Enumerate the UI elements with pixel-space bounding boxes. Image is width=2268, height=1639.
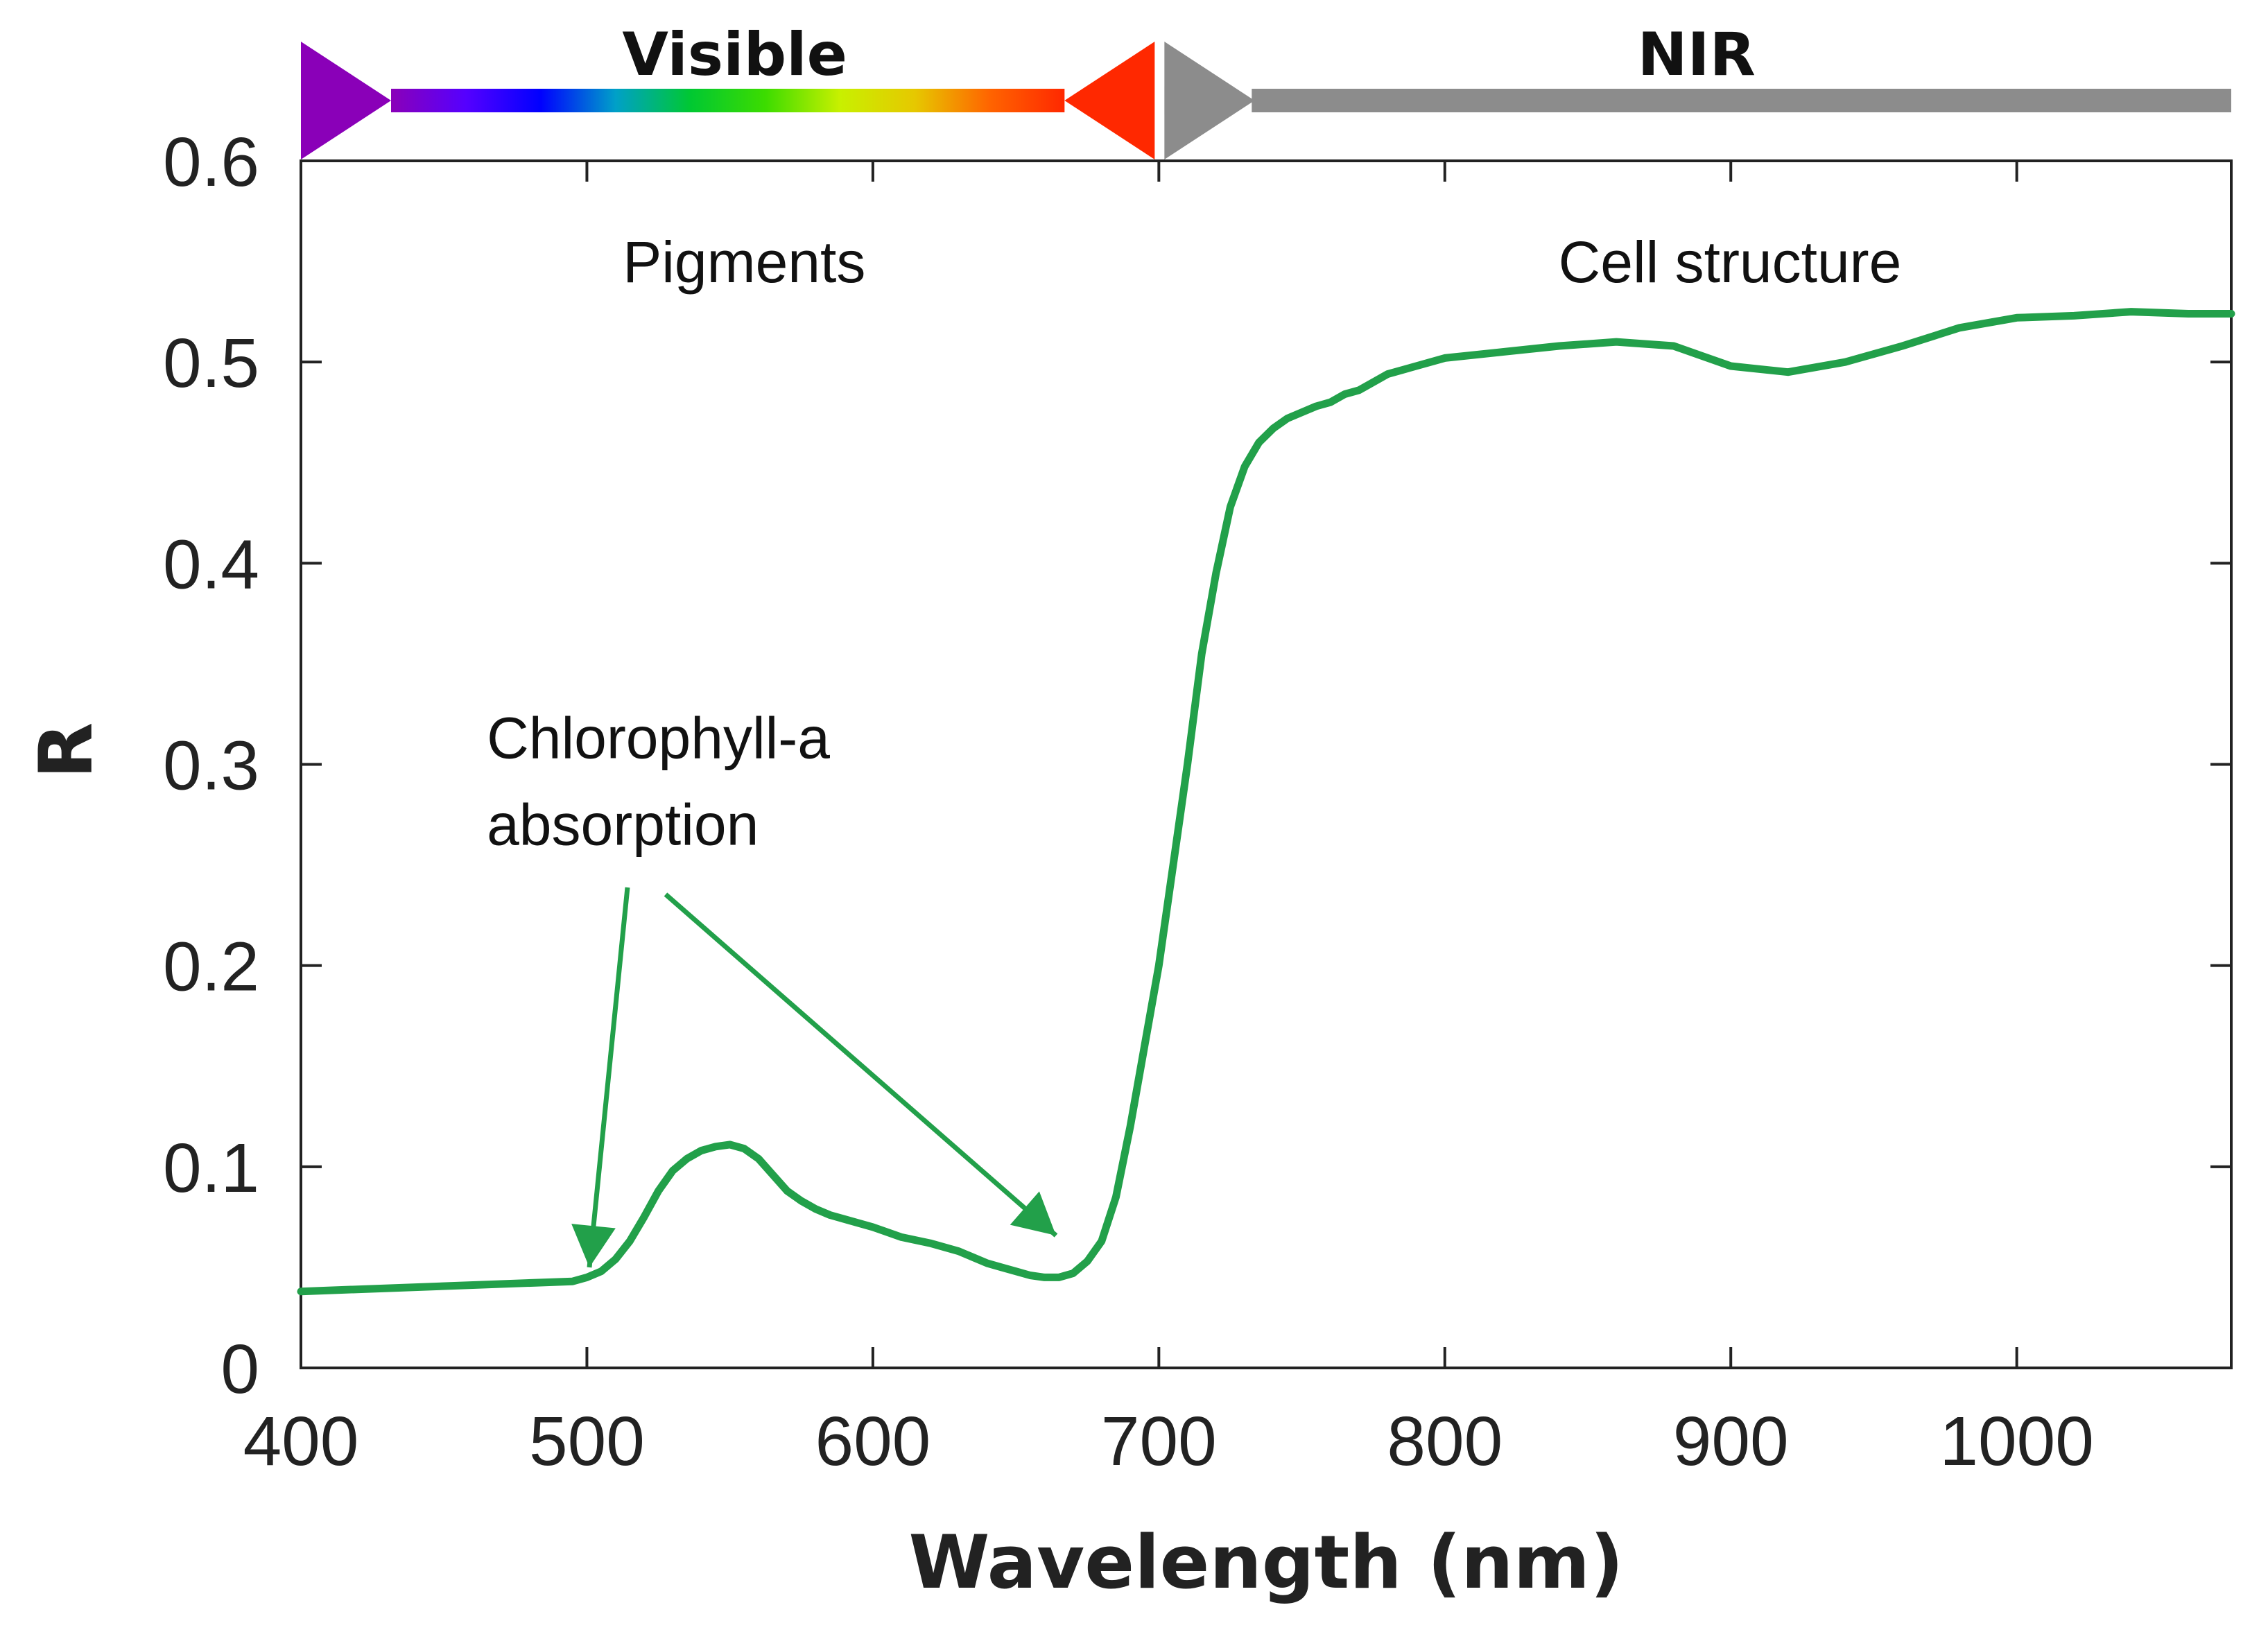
annotation-arrowhead [1010, 1191, 1056, 1235]
y-axis-title: R [24, 722, 109, 779]
x-tick-label: 600 [815, 1403, 930, 1480]
y-tick-label: 0.4 [163, 526, 259, 603]
reflectance-series-line [297, 308, 2235, 1296]
visible-end-arrowhead [1064, 42, 1155, 159]
x-tick-label: 700 [1101, 1403, 1217, 1480]
x-tick-label: 800 [1387, 1403, 1503, 1480]
annotation-arrows [571, 887, 1058, 1268]
annotations: Pigments Cell structure Chlorophyll-a ab… [487, 229, 1902, 1268]
annotation-cell-structure: Cell structure [1559, 229, 1902, 295]
y-tick-label: 0.1 [163, 1129, 259, 1207]
y-tick-label: 0.3 [163, 727, 259, 805]
x-axis-title: Wavelength (nm) [908, 1520, 1623, 1605]
annotation-chlorophyll-line-1: Chlorophyll-a [487, 705, 830, 770]
x-tick-label: 500 [529, 1403, 645, 1480]
x-axis: 400 500 600 700 800 900 1000 [243, 161, 2094, 1480]
y-tick-label: 0.6 [163, 123, 259, 201]
annotation-arrowhead [571, 1224, 616, 1267]
x-tick-label: 400 [243, 1403, 359, 1480]
band-visible [301, 42, 1155, 159]
annotation-arrow-line [664, 892, 1058, 1238]
y-axis: 0 0.1 0.2 0.3 0.4 0.5 0.6 [163, 123, 2231, 1408]
visible-start-arrowhead [301, 42, 391, 159]
y-tick-label: 0.5 [163, 324, 259, 402]
annotation-chlorophyll-line-2: absorption [487, 792, 759, 857]
band-label-visible: Visible [622, 20, 847, 89]
x-tick-label: 900 [1673, 1403, 1789, 1480]
x-tick-label: 1000 [1939, 1403, 2093, 1480]
annotation-pigments: Pigments [623, 229, 865, 295]
band-label-nir: NIR [1638, 20, 1756, 89]
nir-start-arrowhead [1164, 42, 1255, 159]
nir-band-bar [1252, 89, 2231, 112]
band-nir [1164, 42, 2231, 159]
y-tick-label: 0 [220, 1330, 259, 1408]
spectral-band-bar: Visible NIR [301, 20, 2231, 159]
annotation-arrow-line [587, 887, 630, 1268]
y-tick-label: 0.2 [163, 928, 259, 1006]
visible-band-bar [391, 89, 1065, 112]
